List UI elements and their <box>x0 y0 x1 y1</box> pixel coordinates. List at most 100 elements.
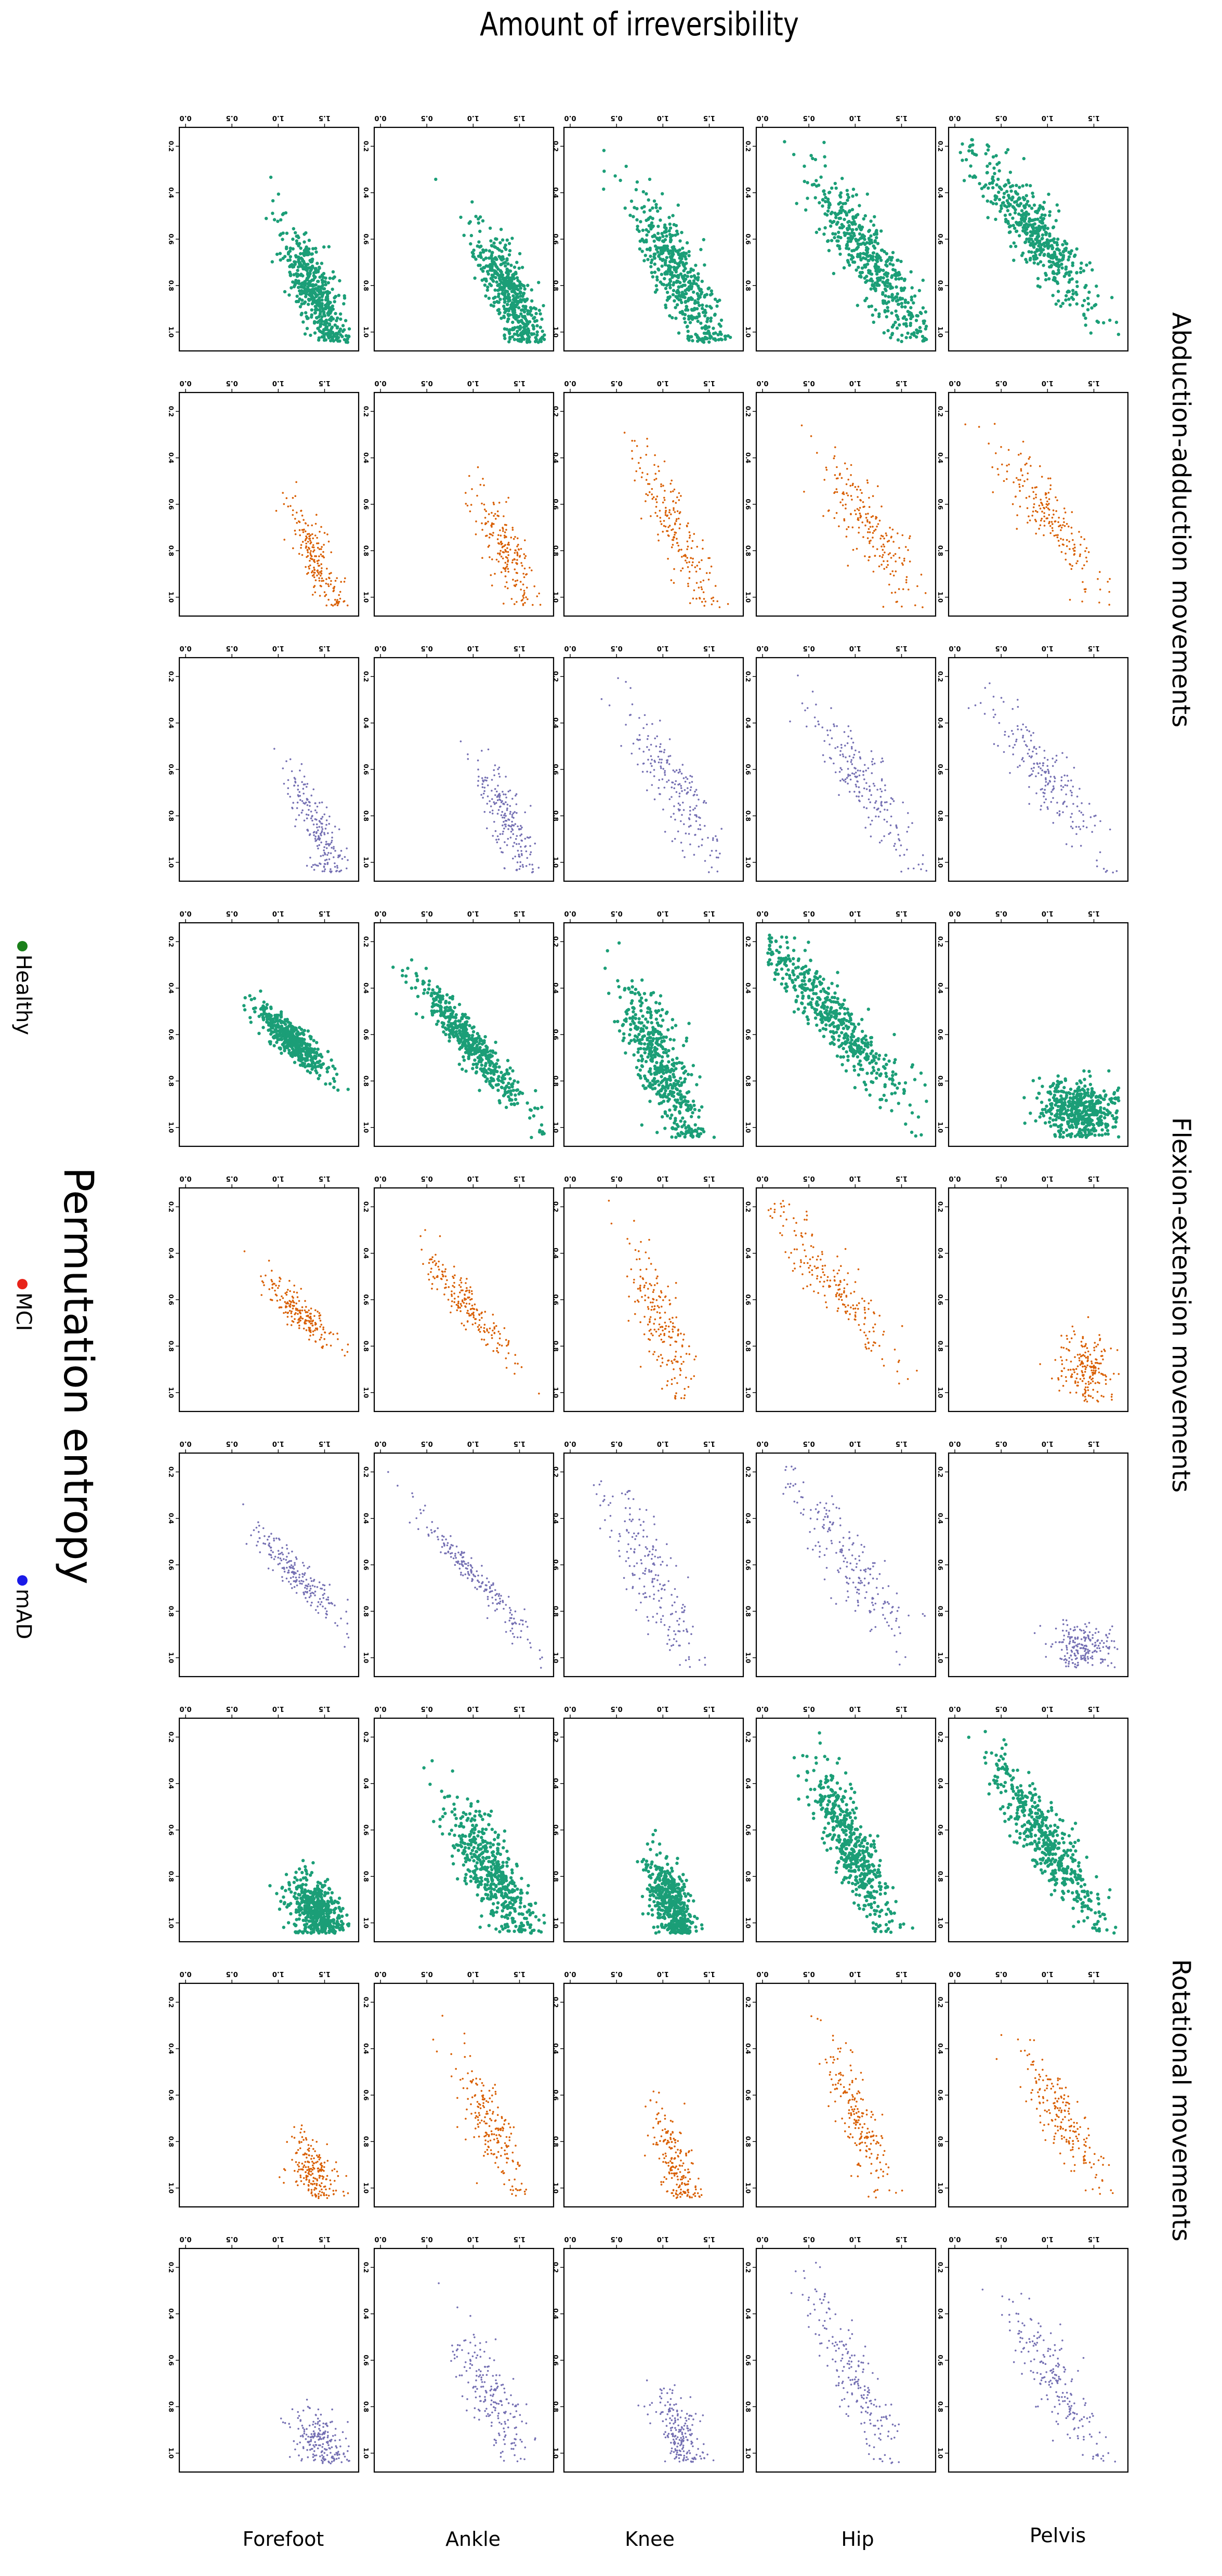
data-point <box>522 597 525 599</box>
data-point <box>531 864 533 866</box>
data-point <box>879 538 882 540</box>
data-point <box>660 523 663 525</box>
data-point <box>309 564 311 567</box>
y-tick-label: 1.0 <box>167 857 175 868</box>
data-point <box>653 464 655 466</box>
data-point <box>519 581 522 583</box>
data-point <box>313 566 315 569</box>
data-point <box>295 239 298 243</box>
points-healthy <box>602 149 732 344</box>
data-point <box>1071 813 1073 815</box>
data-point <box>493 515 495 517</box>
data-point <box>1048 214 1052 217</box>
data-point <box>828 203 832 207</box>
data-point <box>686 324 689 328</box>
data-point <box>314 522 317 525</box>
data-point <box>1026 478 1029 480</box>
data-point <box>503 310 507 315</box>
data-point <box>1041 207 1045 211</box>
data-point <box>459 215 463 219</box>
data-point <box>839 779 842 782</box>
y-tick-label: 0.2 <box>362 406 370 417</box>
points-healthy <box>242 989 350 1092</box>
data-point <box>299 769 301 772</box>
data-point <box>991 175 995 179</box>
y-tick-label: 0.4 <box>552 187 559 198</box>
data-point <box>1072 820 1074 823</box>
data-point <box>318 308 321 312</box>
data-point <box>489 303 493 307</box>
data-point <box>897 833 899 836</box>
data-point <box>869 219 873 223</box>
data-point <box>503 803 505 805</box>
data-point <box>1058 525 1060 528</box>
data-point <box>1083 298 1086 303</box>
data-point <box>1008 745 1010 747</box>
data-point <box>323 532 326 534</box>
data-point <box>496 841 498 843</box>
data-point <box>1028 515 1030 517</box>
data-point <box>673 787 675 789</box>
data-point <box>1018 186 1021 189</box>
data-point <box>654 203 658 206</box>
x-tick-label: 1.5 <box>514 114 525 122</box>
data-point <box>311 558 313 560</box>
data-point <box>663 496 665 499</box>
data-point <box>317 847 319 849</box>
data-point <box>864 827 866 829</box>
data-point <box>507 340 511 344</box>
data-point <box>642 259 646 263</box>
data-point <box>675 780 677 782</box>
data-point <box>493 503 495 505</box>
data-point <box>901 534 904 537</box>
data-point <box>656 495 659 498</box>
data-point <box>690 786 692 788</box>
data-point <box>336 865 338 867</box>
data-point <box>332 339 336 343</box>
data-point <box>510 276 514 280</box>
data-point <box>898 557 901 559</box>
data-point <box>695 307 699 310</box>
data-point <box>1020 209 1024 213</box>
data-point <box>813 716 816 718</box>
data-point <box>1042 201 1046 204</box>
data-point <box>712 600 715 602</box>
data-point <box>331 287 334 291</box>
data-point <box>851 526 854 529</box>
data-point <box>851 763 853 765</box>
data-point <box>843 731 846 733</box>
data-point <box>881 299 885 303</box>
points-mad <box>967 682 1118 874</box>
data-point <box>484 517 487 519</box>
x-tick-label: 1.5 <box>896 379 908 387</box>
data-point <box>676 518 678 520</box>
data-point <box>270 260 274 264</box>
data-point <box>316 537 318 539</box>
data-point <box>1046 806 1048 808</box>
panel-3-forefoot: 0.0 0.5 1.0 1.50.20.40.60.81.0 <box>167 644 360 882</box>
data-point <box>662 808 664 810</box>
data-point <box>1106 870 1108 872</box>
data-point <box>1109 828 1111 831</box>
data-point <box>910 313 914 317</box>
x-tick-label: 0.5 <box>611 644 623 652</box>
data-point <box>864 555 866 557</box>
data-point <box>479 267 483 271</box>
data-point <box>910 298 914 302</box>
data-point <box>507 568 509 570</box>
data-point <box>327 583 329 585</box>
data-point <box>1011 503 1014 505</box>
data-point <box>1046 500 1048 503</box>
data-point <box>661 778 664 780</box>
data-point <box>988 162 992 165</box>
data-point <box>530 333 534 336</box>
data-point <box>507 542 510 544</box>
data-point <box>312 574 315 576</box>
data-point <box>1093 304 1096 308</box>
data-point <box>877 485 879 487</box>
y-tick-label: 0.4 <box>552 717 559 728</box>
data-point <box>326 533 329 535</box>
data-point <box>314 864 316 866</box>
data-point <box>502 315 506 318</box>
data-point <box>529 567 531 569</box>
